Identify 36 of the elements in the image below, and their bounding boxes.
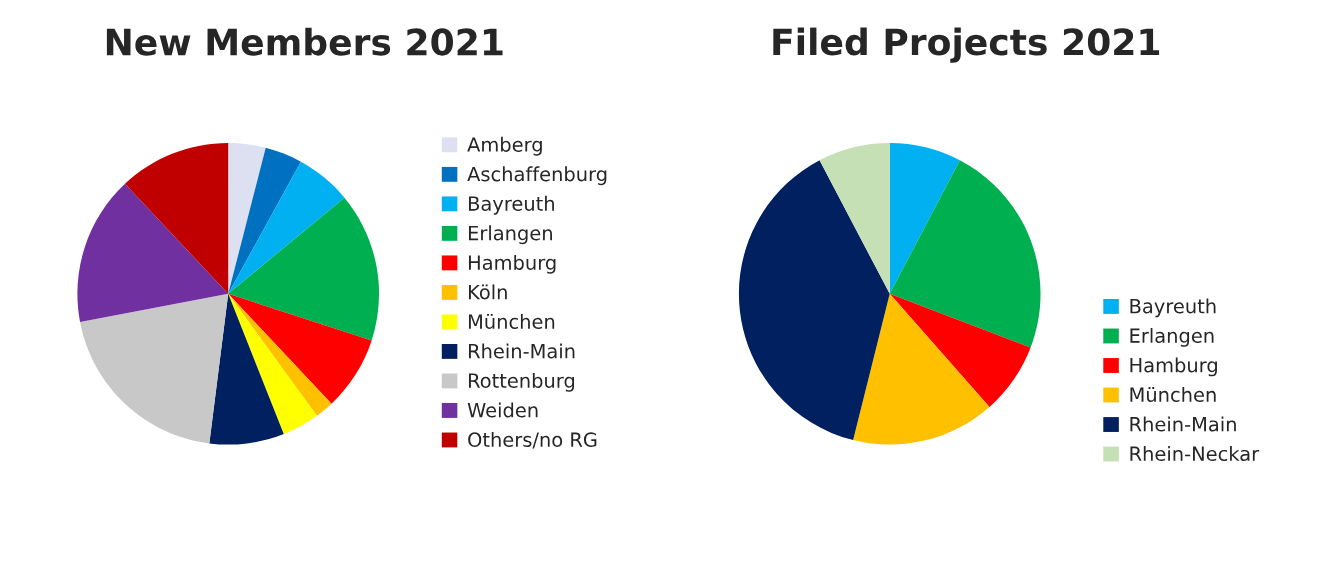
chart-title: Filed Projects 2021 bbox=[773, 27, 1160, 63]
pie-slice bbox=[228, 161, 345, 294]
legend-label: Rhein-Main bbox=[468, 343, 575, 359]
pie-slice bbox=[228, 293, 317, 435]
legend-label: Rottenburg bbox=[468, 372, 575, 392]
pie-slice bbox=[228, 293, 332, 416]
legend-label: Amberg bbox=[467, 136, 542, 156]
legend-label: Aschaffenburg bbox=[467, 166, 607, 186]
pie-slice bbox=[228, 293, 372, 404]
pie-slice bbox=[889, 160, 1041, 348]
pie-slice bbox=[738, 160, 890, 441]
pie-slice bbox=[819, 142, 890, 294]
pie-slice bbox=[80, 293, 229, 444]
pie-slice bbox=[853, 293, 990, 445]
legend-label: Rhein-Neckar bbox=[1130, 446, 1260, 462]
legend-label: Others/no RG bbox=[468, 431, 597, 449]
pie-slice bbox=[209, 293, 284, 445]
legend-label: Bayreuth bbox=[1130, 298, 1216, 318]
legend-label: Hamburg bbox=[468, 254, 556, 274]
legend-label: Rhein-Main bbox=[1130, 416, 1236, 432]
pie-slice bbox=[228, 147, 301, 294]
pie-slice bbox=[889, 293, 1031, 407]
pie-slice bbox=[77, 183, 229, 323]
legend-label: Erlangen bbox=[468, 225, 552, 245]
pie-slice bbox=[124, 142, 229, 294]
legend-label: Köln bbox=[468, 284, 507, 300]
pie-slice bbox=[889, 142, 960, 294]
chart-title: New Members 2021 bbox=[106, 27, 503, 56]
pie-slice bbox=[228, 142, 266, 294]
legend-label: Weiden bbox=[467, 402, 538, 418]
legend-label: München bbox=[1130, 386, 1216, 403]
legend-label: Hamburg bbox=[1130, 357, 1217, 377]
legend-label: München bbox=[468, 313, 555, 329]
legend-label: Erlangen bbox=[1130, 327, 1214, 347]
pie-slice bbox=[228, 197, 380, 341]
legend-label: Bayreuth bbox=[468, 195, 554, 215]
